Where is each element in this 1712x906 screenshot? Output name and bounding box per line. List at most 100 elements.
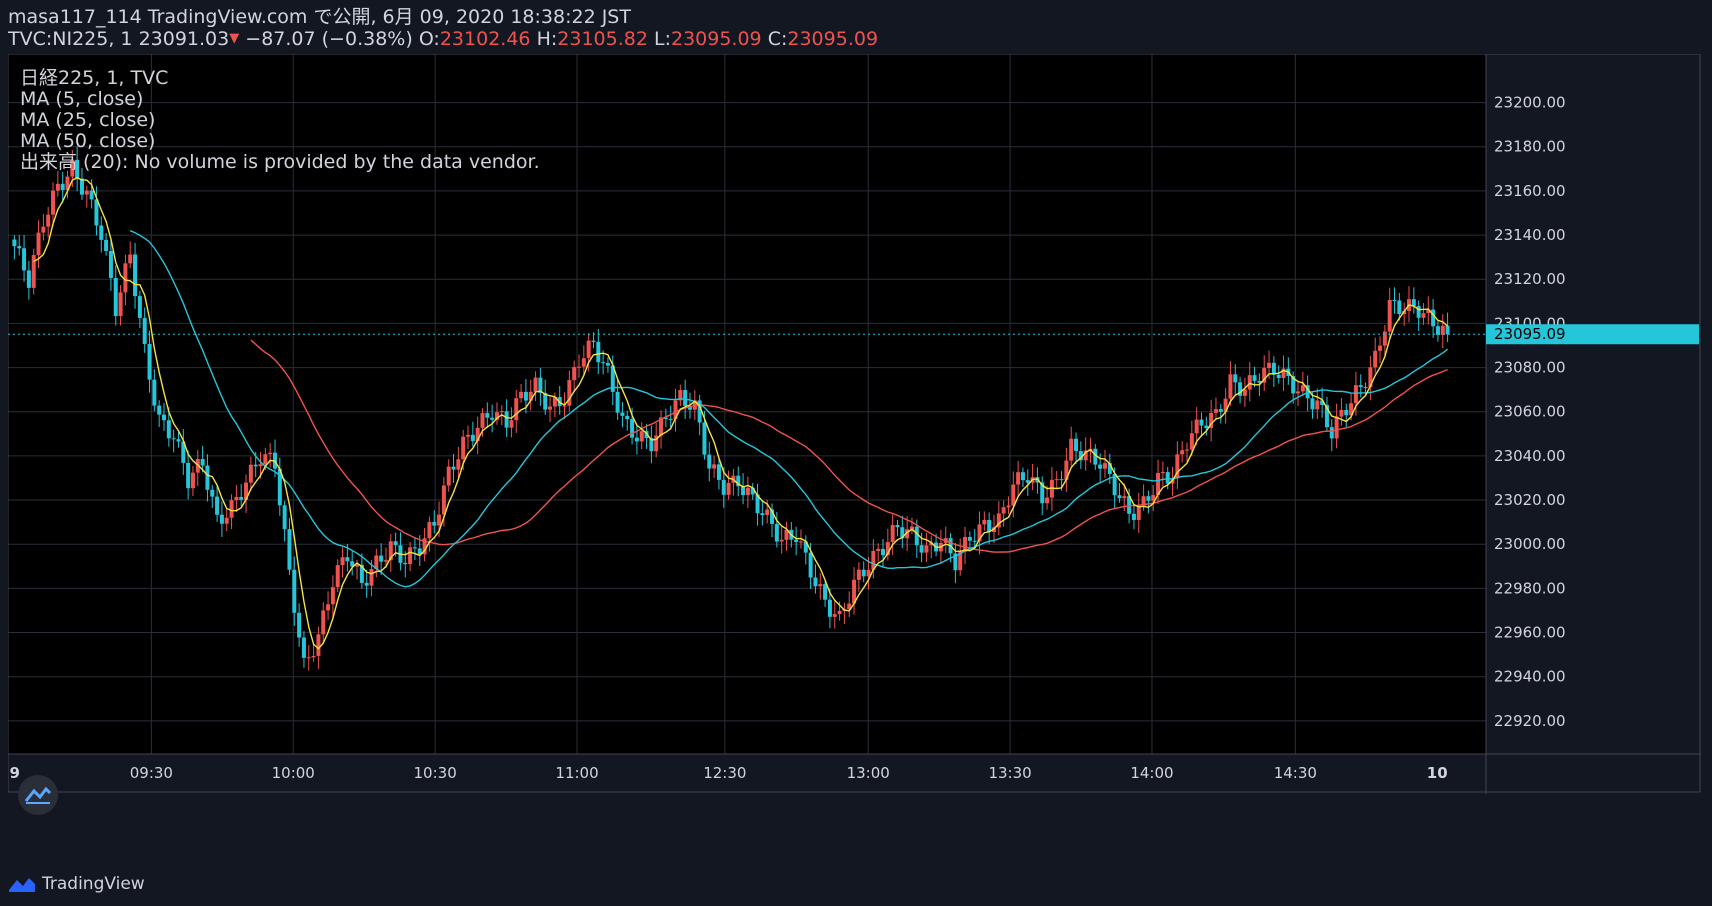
y-tick-label: 23020.00 xyxy=(1494,491,1566,509)
candle-body xyxy=(1175,454,1180,479)
candle-body xyxy=(1011,484,1016,506)
candle-body xyxy=(1098,464,1103,469)
candle-body xyxy=(977,524,982,542)
close-label: C: xyxy=(767,28,788,50)
candle-body xyxy=(1160,472,1165,474)
low-label: L: xyxy=(653,28,671,50)
candle-body xyxy=(1180,450,1185,455)
candle-body xyxy=(634,437,639,442)
candle-body xyxy=(823,584,828,600)
legend-ma50[interactable]: MA (50, close) xyxy=(20,130,156,152)
legend-ma25[interactable]: MA (25, close) xyxy=(20,109,156,131)
y-tick-label: 23080.00 xyxy=(1494,359,1566,377)
y-tick-label: 23140.00 xyxy=(1494,226,1566,244)
candle-body xyxy=(572,367,577,381)
candle-body xyxy=(1329,427,1334,439)
candle-body xyxy=(596,341,601,363)
candle-body xyxy=(1324,404,1329,428)
candle-body xyxy=(1247,375,1252,390)
candle-body xyxy=(147,343,152,380)
candle-body xyxy=(446,466,451,486)
plot-background xyxy=(8,54,1486,754)
legend-volume[interactable]: 出来高 (20): No volume is provided by the d… xyxy=(20,151,540,173)
candle-body xyxy=(625,415,630,420)
candle-body xyxy=(1189,433,1194,450)
candle-body xyxy=(268,452,273,455)
candle-body xyxy=(586,340,591,359)
candle-body xyxy=(113,277,118,316)
candle-body xyxy=(871,550,876,570)
candle-body xyxy=(697,400,702,423)
candle-body xyxy=(895,525,900,528)
candle-body xyxy=(55,183,60,191)
legend-ma5[interactable]: MA (5, close) xyxy=(20,88,144,110)
legend-title[interactable]: 日経225, 1, TVC xyxy=(20,67,169,89)
footer-brand[interactable]: TradingView xyxy=(8,872,145,896)
x-tick-label: 10:00 xyxy=(272,764,315,782)
candle-body xyxy=(162,414,167,421)
candle-body xyxy=(905,529,910,539)
tradingview-logo-badge[interactable] xyxy=(18,775,58,815)
candle-body xyxy=(1353,385,1358,404)
candle-body xyxy=(837,610,842,615)
candle-body xyxy=(654,435,659,452)
candle-body xyxy=(210,489,215,497)
candle-body xyxy=(548,406,553,410)
candle-body xyxy=(1059,479,1064,481)
candle-body xyxy=(885,542,890,556)
price-chart[interactable]: 23200.00 23180.00 23160.00 23140.00 23120.00… xyxy=(7,53,1701,860)
candle-body xyxy=(1223,398,1228,412)
candle-body xyxy=(244,482,249,500)
candle-body xyxy=(1257,380,1262,383)
y-tick-label: 23200.00 xyxy=(1494,94,1566,112)
candle-body xyxy=(649,438,654,452)
candle-body xyxy=(1127,496,1132,514)
ma-50-line xyxy=(250,339,1448,553)
candle-body xyxy=(1267,362,1272,368)
candle-body xyxy=(963,536,968,552)
candle-body xyxy=(1445,325,1450,335)
candle-body xyxy=(403,562,408,565)
candle-body xyxy=(774,523,779,542)
candle-body xyxy=(441,485,446,515)
candle-body xyxy=(1295,391,1300,394)
candle-body xyxy=(1025,480,1030,483)
candle-body xyxy=(832,614,837,617)
candle-body xyxy=(1310,398,1315,410)
symbol-label[interactable]: TVC:NI225, 1 xyxy=(8,28,133,50)
price-change: −87.07 (−0.38%) xyxy=(245,28,413,50)
candle-body xyxy=(504,411,509,428)
candle-body xyxy=(745,487,750,496)
candle-body xyxy=(1146,496,1151,501)
candle-body xyxy=(972,540,977,542)
candle-body xyxy=(683,390,688,406)
y-tick-label: 23160.00 xyxy=(1494,182,1566,200)
y-tick-label: 23060.00 xyxy=(1494,403,1566,421)
x-tick-label: 11:00 xyxy=(555,764,598,782)
candle-body xyxy=(818,584,823,587)
open-label: O: xyxy=(418,28,440,50)
candle-body xyxy=(432,521,437,526)
y-tick-label: 22920.00 xyxy=(1494,712,1566,730)
chart-area[interactable]: 23200.00 23180.00 23160.00 23140.00 23120.00… xyxy=(7,53,1701,860)
candle-body xyxy=(1001,507,1006,514)
candle-body xyxy=(668,418,673,420)
low-value: 23095.09 xyxy=(670,28,762,50)
candle-body xyxy=(765,509,770,515)
candle-body xyxy=(287,529,292,570)
candle-body xyxy=(205,465,210,490)
candle-body xyxy=(663,417,668,419)
y-tick-label: 23000.00 xyxy=(1494,535,1566,553)
candle-body xyxy=(1300,385,1305,392)
candle-body xyxy=(422,538,427,555)
candle-body xyxy=(1122,496,1127,499)
candle-body xyxy=(335,565,340,588)
candle-body xyxy=(12,239,17,247)
candle-body xyxy=(919,545,924,553)
candle-body xyxy=(157,405,162,415)
publish-info: masa117_114 TradingView.com で公開, 6月 09, … xyxy=(8,6,631,28)
candle-body xyxy=(181,441,186,463)
candle-body xyxy=(176,439,181,442)
candle-body xyxy=(46,214,51,227)
candle-body xyxy=(1334,416,1339,439)
